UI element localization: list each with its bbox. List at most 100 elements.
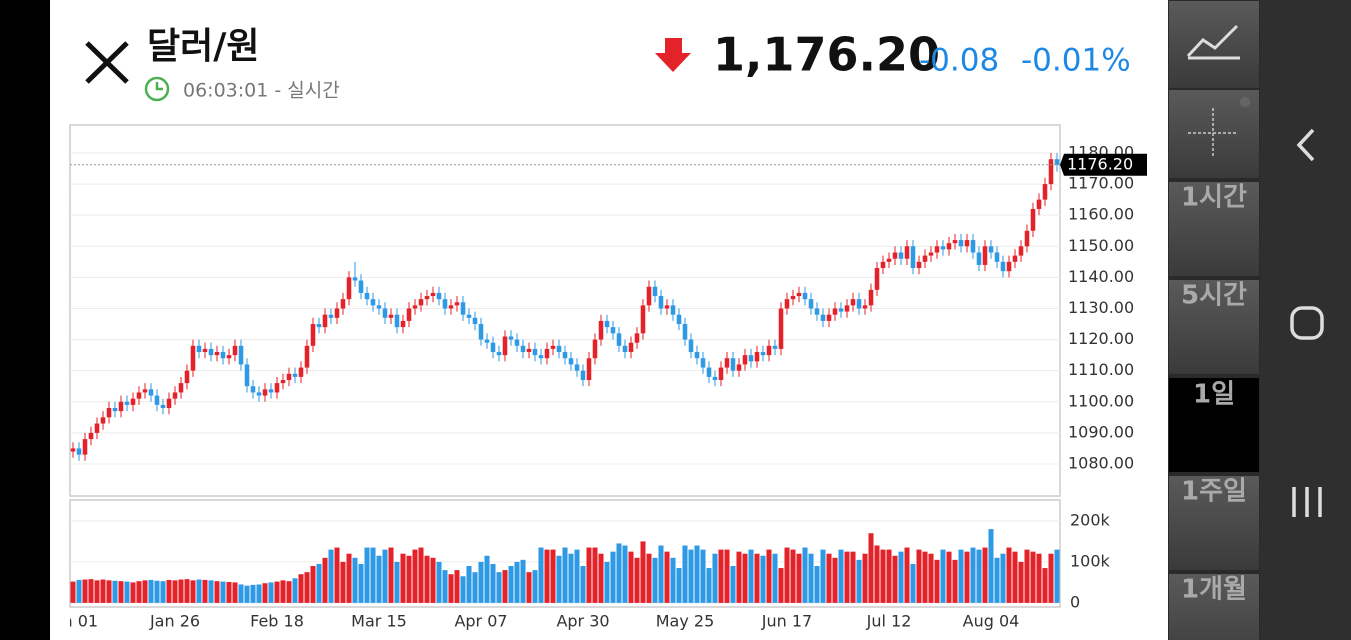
candle-body	[466, 314, 472, 318]
recents-button[interactable]	[1292, 487, 1322, 517]
candle-body	[868, 289, 874, 306]
candle-body	[598, 320, 604, 340]
volume-bar	[862, 553, 868, 603]
volume-bar	[844, 551, 850, 603]
x-tick-label: May 25	[656, 612, 715, 631]
candle-body	[820, 314, 826, 321]
volume-bar	[718, 549, 724, 603]
volume-bar	[472, 572, 478, 603]
timeframe-button[interactable]	[1169, 182, 1259, 276]
candle-body	[544, 348, 550, 359]
candle-body	[112, 407, 118, 412]
timeframe-button[interactable]	[1169, 280, 1259, 374]
candle-body	[1054, 159, 1060, 165]
timeframe-button[interactable]	[1169, 378, 1259, 472]
candle-body	[130, 398, 136, 405]
candle-body	[976, 252, 982, 265]
candle-body	[652, 286, 658, 297]
volume-bar	[622, 545, 628, 603]
plot: 1080.00 1090.00 1100.00 1110.00 1120.00 1130.…	[70, 142, 1147, 631]
y-tick-label: 1080.00	[1068, 453, 1134, 472]
volume-bar	[304, 572, 310, 603]
volume-bar	[514, 561, 520, 603]
volume-bar	[232, 582, 238, 603]
volume-bar	[694, 545, 700, 603]
candle-body	[622, 345, 628, 353]
volume-bar	[628, 551, 634, 603]
candle-body	[172, 392, 178, 399]
volume-bar	[928, 553, 934, 603]
volume-bar	[658, 545, 664, 603]
candle-body	[88, 432, 94, 440]
timeframe-button[interactable]	[1169, 476, 1259, 570]
candle-body	[532, 348, 538, 356]
volume-bar	[226, 581, 232, 603]
close-button[interactable]	[85, 41, 129, 84]
candle-body	[136, 392, 142, 399]
candle-body	[1036, 199, 1042, 209]
candle-body	[1012, 255, 1018, 262]
timeframe-label: 1개월	[1181, 575, 1247, 605]
candle-body	[688, 339, 694, 353]
candle-body	[988, 246, 994, 253]
volume-bar	[1036, 553, 1042, 603]
timeframe-label: 1일	[1193, 380, 1235, 410]
candle-body	[670, 305, 676, 315]
y-tick-label: 1160.00	[1068, 205, 1134, 224]
volume-bar	[184, 579, 190, 603]
volume-bar	[250, 584, 256, 603]
candle-body	[496, 352, 502, 356]
y-tick-label: 1110.00	[1068, 360, 1134, 379]
candle-body	[910, 246, 916, 269]
volume-bar	[934, 559, 940, 603]
volume-bar	[748, 549, 754, 603]
candle-body	[838, 308, 844, 312]
volume-bar	[1042, 568, 1048, 603]
candle-body	[316, 324, 322, 328]
volume-bar	[1000, 553, 1006, 603]
volume-bar	[988, 529, 994, 603]
candle-body	[322, 314, 328, 328]
volume-bar	[118, 581, 124, 603]
candle-body	[964, 240, 970, 247]
candle-body	[526, 348, 532, 353]
volume-bar	[130, 582, 136, 603]
timeframe-label: 1주일	[1181, 477, 1247, 507]
candle-body	[550, 345, 556, 349]
candle-body	[304, 345, 310, 368]
volume-bar	[526, 572, 532, 603]
volume-bar	[532, 570, 538, 603]
candle-body	[196, 345, 202, 353]
candle-body	[1000, 261, 1006, 272]
candle-body	[124, 401, 130, 405]
back-button[interactable]	[1296, 128, 1315, 162]
volume-bar	[298, 574, 304, 603]
candle-body	[934, 246, 940, 253]
candle-body	[214, 352, 220, 356]
candle-body	[400, 320, 406, 328]
home-button[interactable]	[1290, 306, 1324, 340]
volume-bar	[712, 553, 718, 603]
volume-bar	[688, 549, 694, 603]
line-chart-icon	[1186, 24, 1239, 58]
volume-bar	[238, 584, 244, 603]
chart-type-button[interactable]	[1169, 1, 1259, 88]
candle-body	[796, 292, 802, 297]
volume-bar	[784, 547, 790, 603]
volume-bar	[460, 576, 466, 603]
volume-bar	[856, 559, 862, 603]
volume-bar	[832, 557, 838, 603]
candle-body	[892, 252, 898, 259]
volume-bar	[88, 579, 94, 603]
volume-bar	[586, 547, 592, 603]
candle-body	[580, 370, 586, 381]
volume-bar	[1018, 561, 1024, 603]
volume-bar	[142, 580, 148, 603]
candle-body	[904, 246, 910, 259]
candle-body	[850, 299, 856, 306]
candle-body	[250, 386, 256, 393]
candle-body	[586, 358, 592, 381]
candle-body	[472, 317, 478, 325]
timeframe-button[interactable]	[1169, 574, 1259, 640]
